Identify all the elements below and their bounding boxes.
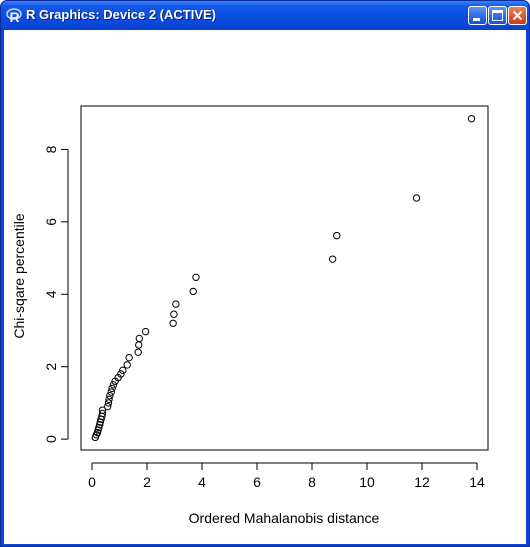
data-point	[172, 300, 180, 308]
maximize-button[interactable]	[488, 6, 507, 25]
y-tick-label: 2	[43, 363, 59, 371]
data-point	[135, 334, 144, 343]
data-points	[91, 114, 476, 442]
close-button[interactable]	[508, 6, 527, 25]
plot-frame	[80, 105, 489, 451]
maximize-icon	[492, 10, 503, 21]
data-point	[119, 366, 127, 375]
data-point	[134, 348, 142, 356]
data-point	[103, 402, 112, 411]
x-tick-label: 2	[143, 474, 151, 490]
data-point	[105, 395, 113, 404]
data-point	[412, 194, 421, 202]
x-tick-label: 12	[414, 474, 430, 490]
y-tick-label: 4	[43, 290, 59, 298]
plot-area: 0 2 4 6 8 10 12 14 0 2 4 6 8 Ordered Mahalanobis di…	[4, 30, 526, 544]
data-point	[328, 255, 337, 263]
data-point	[109, 381, 118, 389]
minimize-button[interactable]	[468, 6, 487, 25]
window-title: R Graphics: Device 2 (ACTIVE)	[26, 7, 216, 22]
data-point	[117, 370, 125, 378]
y-tick-label: 0	[43, 435, 59, 443]
scatter-plot: 0 2 4 6 8 10 12 14 0 2 4 6 8 Ordered Mahalanobis di…	[11, 105, 489, 526]
x-tick-label: 0	[88, 474, 96, 490]
data-point	[106, 391, 114, 400]
data-point	[169, 319, 177, 327]
x-axis: 0 2 4 6 8 10 12 14	[88, 462, 485, 490]
data-point	[141, 327, 150, 336]
x-tick-label: 10	[359, 474, 375, 490]
data-point	[95, 423, 103, 432]
data-point	[467, 114, 476, 123]
data-point	[333, 231, 341, 240]
x-axis-label: Ordered Mahalanobis distance	[189, 510, 380, 526]
x-tick-label: 6	[253, 474, 261, 490]
data-point	[192, 273, 200, 281]
data-point	[123, 361, 131, 369]
data-point	[107, 388, 115, 396]
title-bar[interactable]: R R Graphics: Device 2 (ACTIVE)	[1, 1, 529, 30]
data-point	[135, 341, 143, 349]
x-tick-label: 14	[469, 474, 485, 490]
data-point	[98, 409, 107, 418]
data-point	[104, 399, 113, 407]
data-point	[189, 287, 197, 296]
y-axis-label: Chi-sqare percentile	[11, 213, 27, 338]
y-tick-label: 6	[43, 218, 59, 226]
data-point	[170, 310, 178, 318]
svg-text:R: R	[10, 9, 20, 24]
x-tick-label: 8	[308, 474, 316, 490]
data-point	[108, 384, 116, 393]
y-tick-label: 8	[43, 145, 59, 153]
y-axis: 0 2 4 6 8	[43, 145, 69, 443]
close-icon	[512, 10, 523, 21]
minimize-icon	[473, 18, 480, 21]
x-tick-label: 4	[198, 474, 206, 490]
data-point	[98, 406, 107, 414]
r-app-icon[interactable]: R	[6, 6, 22, 25]
data-point	[125, 353, 133, 362]
